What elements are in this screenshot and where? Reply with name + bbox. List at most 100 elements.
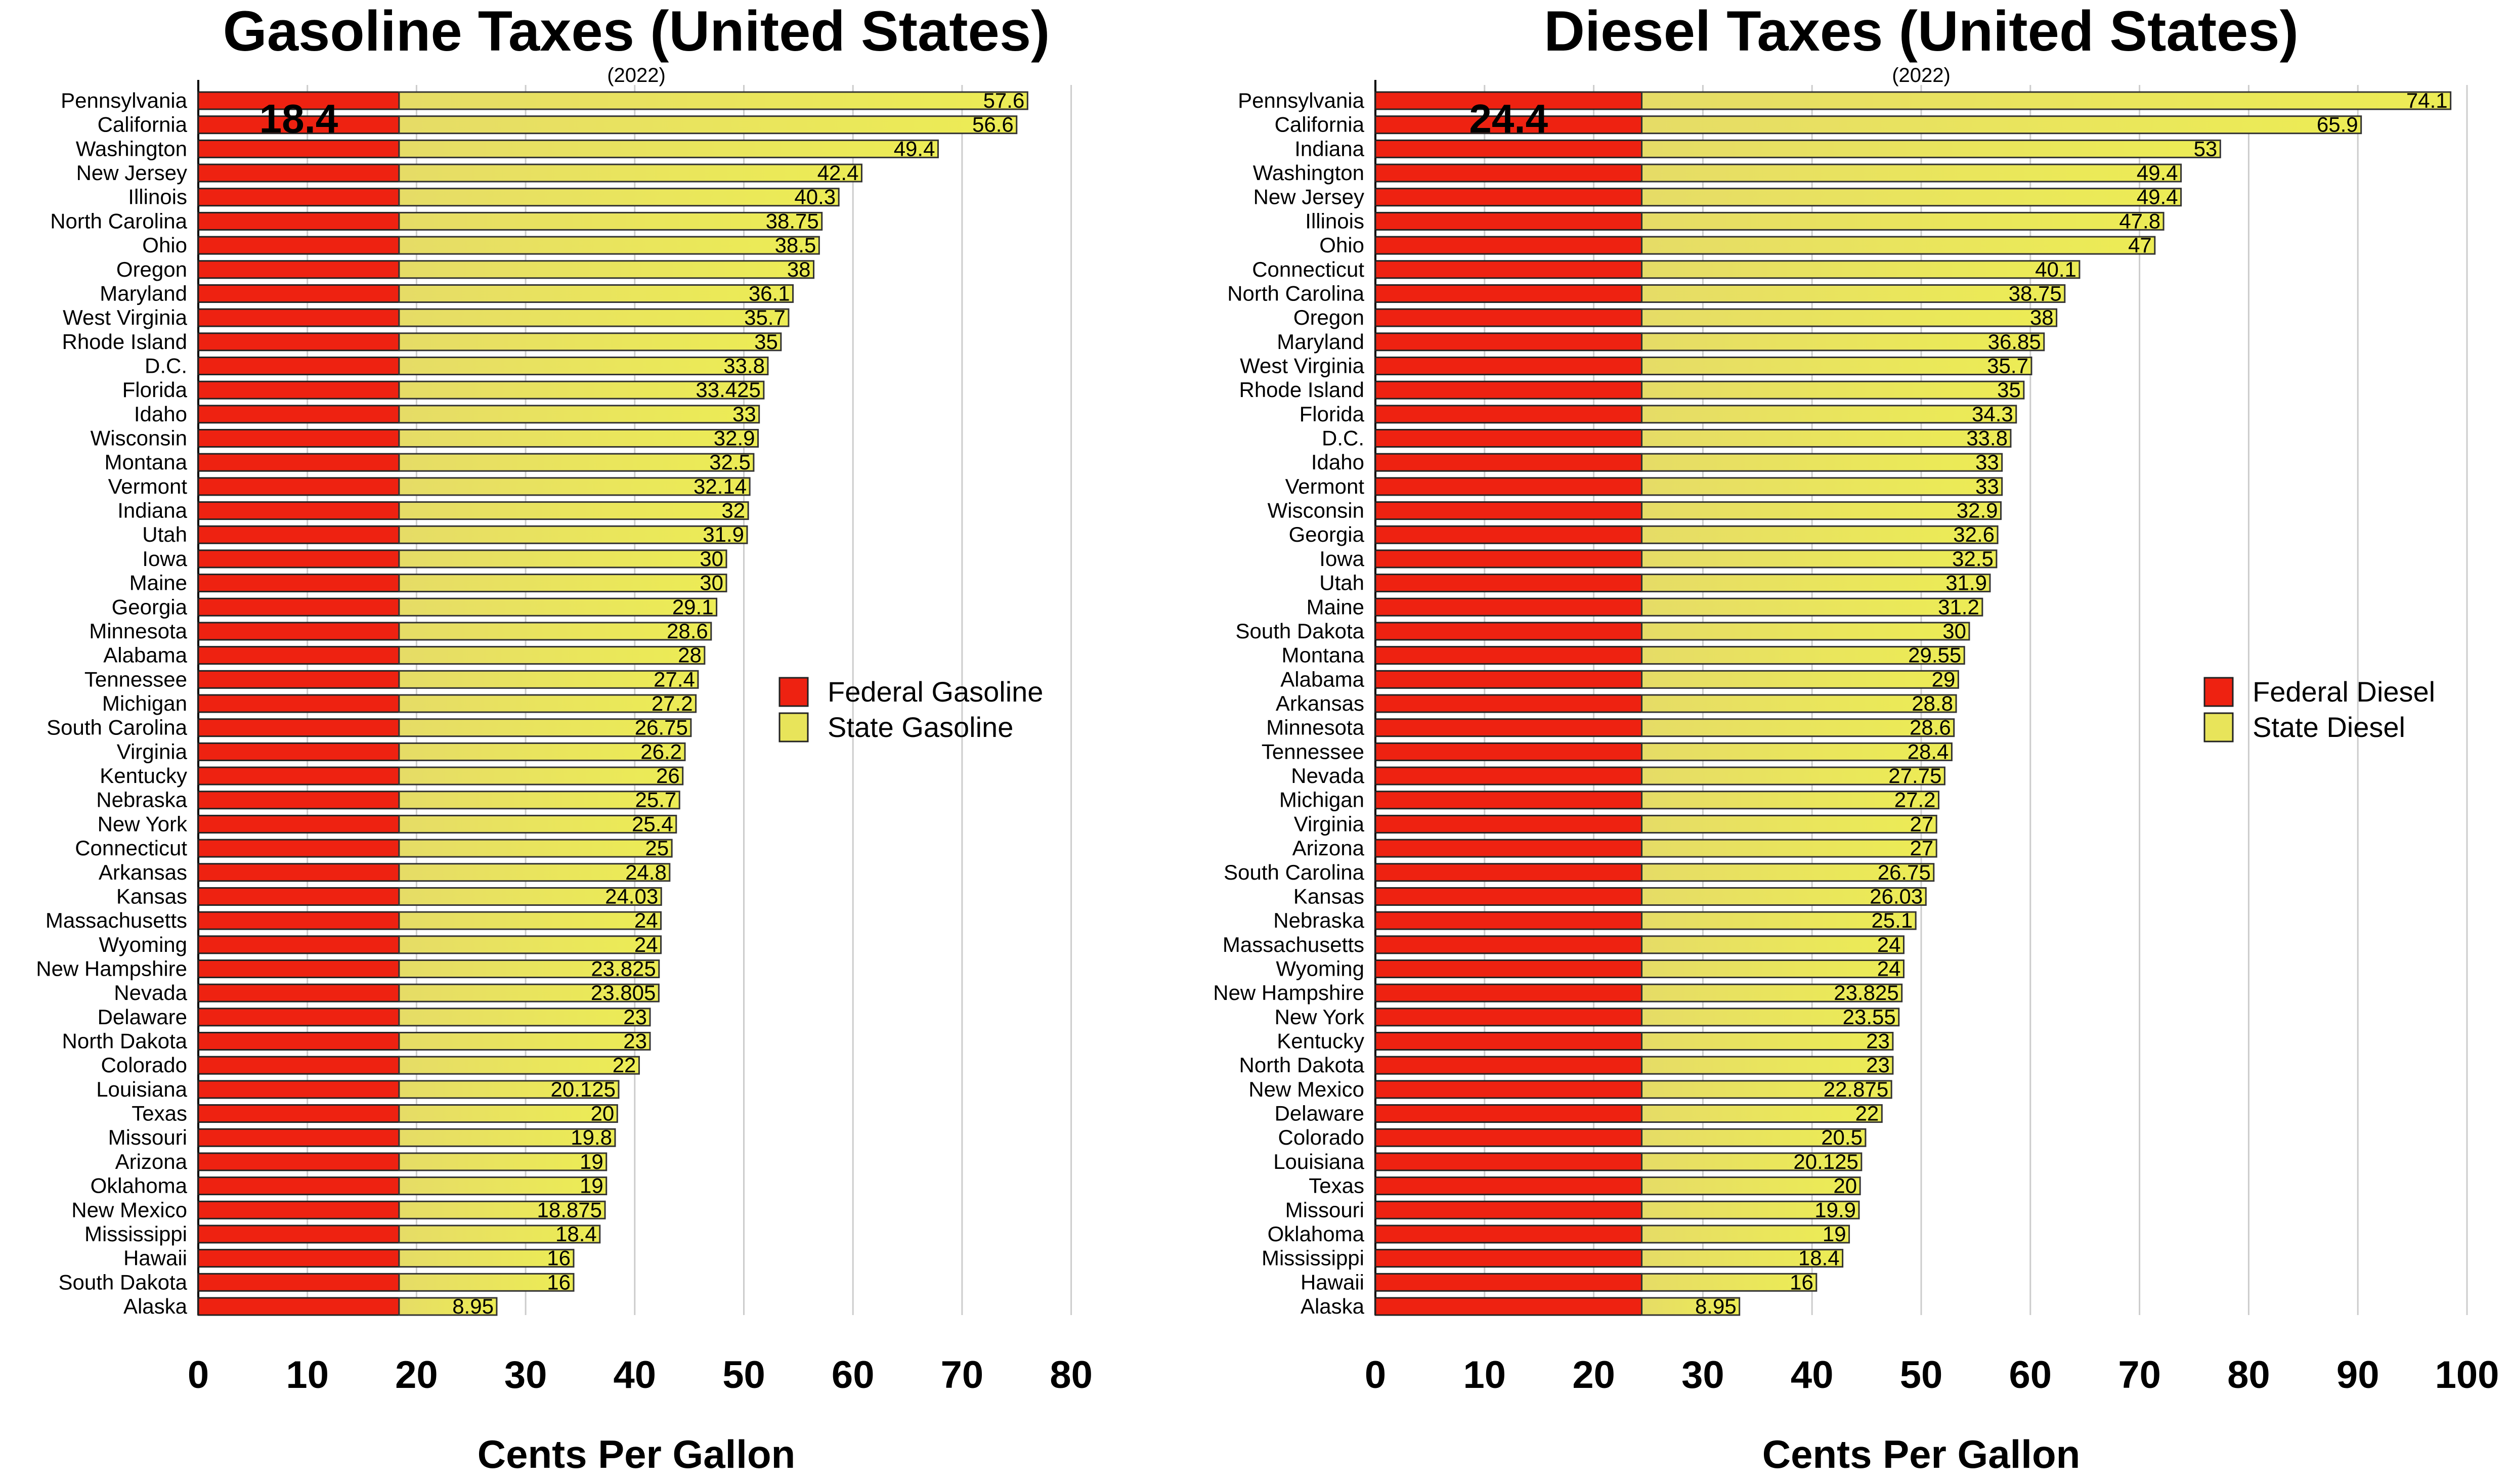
category-label: Missouri — [1285, 1198, 1364, 1221]
federal-bar — [1374, 405, 1643, 424]
state-bar — [1641, 742, 1953, 761]
state-bar — [1641, 477, 2003, 496]
category-label: Connecticut — [75, 836, 187, 860]
category-label: Maryland — [1277, 330, 1364, 354]
federal-bar — [1374, 839, 1643, 858]
value-label: 65.9 — [2317, 113, 2358, 137]
federal-bar — [1374, 622, 1643, 641]
federal-bar — [1374, 477, 1643, 496]
value-label: 32.6 — [1953, 522, 1995, 546]
x-tick-label: 20 — [1572, 1354, 1615, 1396]
category-label: D.C. — [145, 354, 187, 377]
value-label: 27.2 — [1894, 788, 1936, 812]
category-label: New Jersey — [1253, 185, 1364, 209]
federal-bar — [1374, 1056, 1643, 1075]
state-bar — [1641, 260, 2081, 279]
federal-bar — [197, 332, 400, 352]
category-label: Delaware — [1275, 1102, 1364, 1125]
value-label: 74.1 — [2406, 89, 2448, 112]
category-label: New Mexico — [1248, 1077, 1364, 1101]
federal-bar — [197, 211, 400, 231]
state-bar — [1641, 694, 1957, 713]
value-label: 28.8 — [1912, 691, 1953, 715]
category-label: West Virginia — [1240, 354, 1365, 377]
x-tick-label: 60 — [832, 1354, 875, 1396]
category-label: Tennessee — [1262, 739, 1364, 763]
federal-bar — [197, 1297, 400, 1316]
category-label: Georgia — [1289, 522, 1365, 546]
federal-bar — [197, 115, 400, 135]
federal-bar — [197, 670, 400, 689]
value-label: 25.7 — [635, 788, 676, 812]
state-bar — [398, 1225, 601, 1244]
federal-bar — [1374, 983, 1643, 1002]
category-label: Kansas — [1293, 884, 1364, 908]
category-label: Iowa — [142, 547, 187, 571]
federal-bar — [197, 863, 400, 882]
value-label: 29.1 — [672, 595, 714, 619]
category-label: Arizona — [115, 1150, 188, 1173]
state-bar — [398, 429, 759, 448]
category-label: Michigan — [102, 691, 187, 715]
state-bar — [398, 260, 815, 279]
category-label: Rhode Island — [1239, 378, 1364, 402]
category-label: New Mexico — [71, 1198, 187, 1221]
state-bar — [398, 1008, 651, 1027]
federal-bar — [1374, 163, 1643, 183]
state-bar — [1641, 791, 1940, 810]
state-bar — [1641, 1249, 1844, 1268]
state-bar — [398, 1176, 608, 1196]
state-bar — [398, 718, 692, 737]
federal-bar — [1374, 211, 1643, 231]
state-bar — [398, 1200, 606, 1219]
category-label: Kansas — [116, 884, 187, 908]
state-bar — [398, 380, 765, 400]
state-bar — [398, 1273, 575, 1292]
state-bar — [1641, 646, 1965, 665]
category-label: South Carolina — [1224, 860, 1364, 884]
state-bar — [398, 935, 662, 954]
value-label: 24 — [634, 933, 658, 956]
federal-bar — [197, 139, 400, 158]
legend-swatch — [2203, 677, 2234, 707]
diesel-chart: Diesel Taxes (United States)(2022) 0 10 20 3… — [1213, 0, 2499, 1476]
value-label: 29 — [1932, 667, 1956, 691]
state-bar — [1641, 911, 1917, 930]
value-label: 26.03 — [1870, 884, 1923, 908]
federal-bar — [197, 549, 400, 569]
state-bar — [1641, 356, 2032, 375]
value-label: 19 — [580, 1150, 603, 1173]
category-label: New Hampshire — [1213, 981, 1364, 1005]
value-label: 42.4 — [817, 161, 859, 185]
value-label: 16 — [547, 1246, 571, 1270]
category-label: Illinois — [128, 185, 187, 209]
chart-subtitle: (2022) — [607, 64, 666, 86]
federal-bar — [197, 646, 400, 665]
state-bar — [1641, 236, 2156, 255]
x-tick-label: 40 — [1791, 1354, 1834, 1396]
category-label: Iowa — [1319, 547, 1364, 571]
federal-bar — [1374, 1200, 1643, 1219]
federal-bar — [1374, 863, 1643, 882]
state-bar — [398, 694, 697, 713]
value-label: 32.9 — [1957, 499, 1998, 522]
category-label: Colorado — [101, 1053, 187, 1077]
federal-bar — [1374, 356, 1643, 375]
x-tick-label: 30 — [504, 1354, 547, 1396]
state-bar — [398, 91, 1028, 110]
category-label: Montana — [105, 450, 188, 474]
value-label: 24.03 — [605, 884, 658, 908]
state-bar — [1641, 718, 1955, 737]
state-bar — [398, 814, 677, 834]
value-label: 18.4 — [555, 1222, 597, 1246]
state-bar — [1641, 211, 2165, 231]
value-label: 36.85 — [1988, 330, 2041, 354]
category-label: Maine — [1307, 595, 1364, 619]
value-label: 24 — [634, 908, 658, 932]
value-label: 8.95 — [452, 1294, 494, 1318]
federal-bar — [1374, 188, 1643, 207]
federal-bar — [1374, 646, 1643, 665]
x-axis-label: Cents Per Gallon — [1762, 1432, 2081, 1476]
federal-bar — [197, 574, 400, 593]
state-bar — [398, 622, 712, 641]
